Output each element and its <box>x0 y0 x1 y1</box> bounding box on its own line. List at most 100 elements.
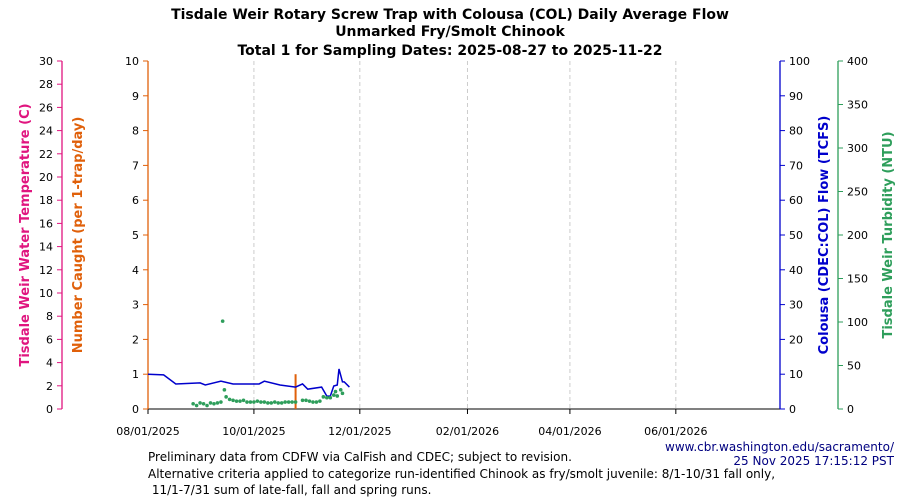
turbidity-point <box>314 400 319 404</box>
turbidity-point <box>224 395 228 399</box>
catch-tick-label: 5 <box>132 229 139 242</box>
flow-tick-label: 50 <box>789 229 803 242</box>
catch-tick-label: 2 <box>132 333 139 346</box>
turbidity-point <box>252 400 256 404</box>
temperature-tick-label: 22 <box>39 148 53 161</box>
catch-tick-label: 1 <box>132 368 139 381</box>
flow-tick-label: 100 <box>789 55 810 68</box>
temperature-tick-label: 28 <box>39 78 53 91</box>
x-tick-label: 08/01/2025 <box>116 425 179 438</box>
temperature-tick-label: 24 <box>39 125 53 138</box>
turbidity-point <box>333 389 338 394</box>
x-tick-label: 12/01/2025 <box>328 425 391 438</box>
turbidity-tick-label: 350 <box>847 99 868 112</box>
turbidity-tick-label: 100 <box>847 316 868 329</box>
turbidity-point <box>245 400 249 404</box>
temperature-tick-label: 8 <box>46 310 53 323</box>
catch-tick-label: 3 <box>132 299 139 312</box>
turbidity-point <box>234 399 239 403</box>
turbidity-point <box>262 400 267 404</box>
turbidity-point <box>259 400 263 404</box>
catch-axis-label: Number Caught (per 1-trap/day) <box>71 117 86 354</box>
turbidity-point <box>321 395 326 399</box>
x-tick-label: 02/01/2026 <box>436 425 499 438</box>
catch-tick-label: 4 <box>132 264 139 277</box>
turbidity-tick-label: 0 <box>847 403 854 416</box>
temperature-tick-label: 0 <box>46 403 53 416</box>
temperature-tick-label: 14 <box>39 241 53 254</box>
turbidity-point <box>340 391 345 396</box>
turbidity-point <box>338 388 343 392</box>
temperature-axis-label: Tisdale Weir Water Temperature (C) <box>18 103 33 366</box>
turbidity-point <box>307 399 312 403</box>
turbidity-point <box>219 400 223 404</box>
turbidity-axis-label: Tisdale Weir Turbidity (NTU) <box>881 131 896 338</box>
turbidity-tick-label: 250 <box>847 186 868 199</box>
turbidity-point <box>293 400 298 404</box>
turbidity-point <box>283 400 287 404</box>
flow-tick-label: 90 <box>789 90 803 103</box>
flow-tick-label: 0 <box>789 403 796 416</box>
footer-timestamp: 25 Nov 2025 17:15:12 PST <box>733 454 894 468</box>
turbidity-point <box>272 400 277 404</box>
turbidity-point <box>269 401 274 405</box>
turbidity-point <box>286 400 291 404</box>
turbidity-tick-label: 150 <box>847 273 868 286</box>
turbidity-point <box>318 399 322 403</box>
temperature-tick-label: 18 <box>39 194 53 207</box>
flow-tick-label: 80 <box>789 125 803 138</box>
flow-tick-label: 60 <box>789 194 803 207</box>
footer-url[interactable]: www.cbr.washington.edu/sacramento/ <box>665 440 895 454</box>
catch-tick-label: 7 <box>132 159 139 172</box>
turbidity-point <box>248 400 253 404</box>
turbidity-point <box>227 397 232 402</box>
turbidity-point <box>205 403 209 408</box>
footer-note-2: Alternative criteria applied to categori… <box>148 467 775 481</box>
turbidity-point <box>241 398 246 403</box>
x-tick-label: 04/01/2026 <box>538 425 601 438</box>
turbidity-point <box>220 319 225 323</box>
temperature-tick-label: 6 <box>46 333 53 346</box>
turbidity-point <box>279 401 284 405</box>
turbidity-point <box>215 401 220 405</box>
x-tick-label: 10/01/2025 <box>222 425 285 438</box>
flow-tick-label: 40 <box>789 264 803 277</box>
turbidity-point <box>222 388 227 392</box>
temperature-tick-label: 4 <box>46 357 53 370</box>
chart-title-1: Tisdale Weir Rotary Screw Trap with Colo… <box>171 7 729 23</box>
temperature-tick-label: 12 <box>39 264 53 277</box>
temperature-tick-label: 26 <box>39 101 53 114</box>
flow-tick-label: 10 <box>789 368 803 381</box>
temperature-tick-label: 30 <box>39 55 53 68</box>
turbidity-tick-label: 200 <box>847 229 868 242</box>
turbidity-tick-label: 400 <box>847 55 868 68</box>
turbidity-point <box>266 401 270 405</box>
catch-tick-label: 10 <box>125 55 139 68</box>
catch-tick-label: 9 <box>132 90 139 103</box>
footer-note-3: 11/1-7/31 sum of late-fall, fall and spr… <box>148 483 431 497</box>
footer-note-1: Preliminary data from CDFW via CalFish a… <box>148 450 572 464</box>
turbidity-point <box>255 399 260 403</box>
turbidity-point <box>238 399 242 403</box>
temperature-tick-label: 2 <box>46 380 53 393</box>
turbidity-point <box>276 401 281 405</box>
temperature-tick-label: 10 <box>39 287 53 300</box>
temperature-tick-label: 16 <box>39 217 53 230</box>
flow-tick-label: 70 <box>789 159 803 172</box>
x-tick-label: 06/01/2026 <box>644 425 707 438</box>
flow-line <box>147 368 350 397</box>
catch-tick-label: 0 <box>132 403 139 416</box>
turbidity-point <box>198 401 202 405</box>
turbidity-tick-label: 300 <box>847 142 868 155</box>
turbidity-point <box>208 401 213 405</box>
chart-title-3: Total 1 for Sampling Dates: 2025-08-27 t… <box>237 43 662 59</box>
turbidity-point <box>311 400 315 404</box>
turbidity-tick-label: 50 <box>847 360 861 373</box>
turbidity-point <box>331 393 336 397</box>
flow-axis-label: Colousa (CDEC:COL) Flow (TCFS) <box>817 116 832 355</box>
temperature-tick-label: 20 <box>39 171 53 184</box>
turbidity-point <box>201 401 206 406</box>
turbidity-point <box>300 398 305 403</box>
turbidity-point <box>304 398 308 403</box>
